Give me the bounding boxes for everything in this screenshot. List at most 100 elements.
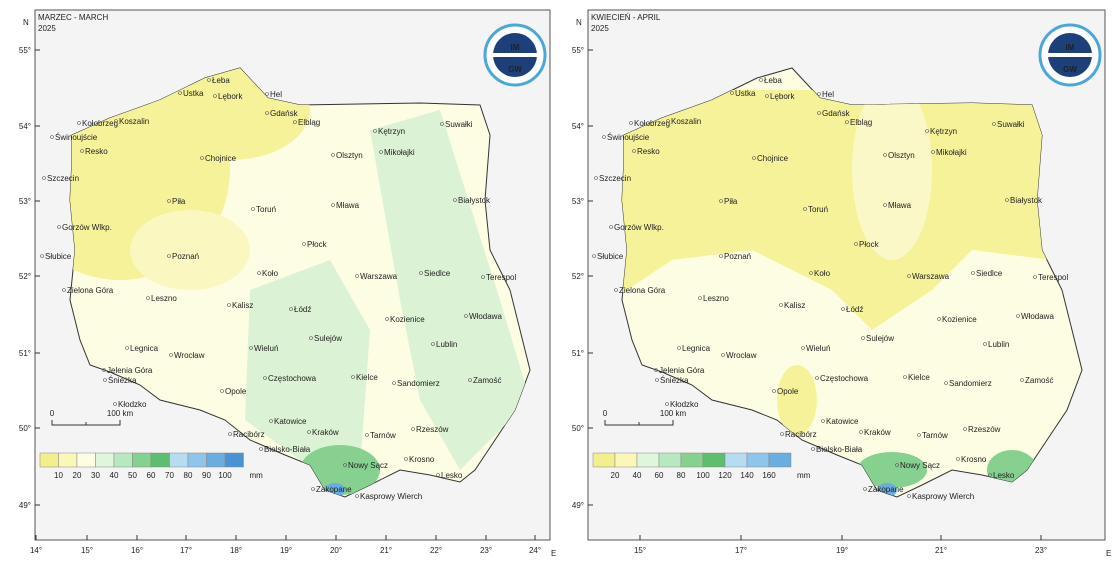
city-label: Gorzów Wlkp. bbox=[62, 223, 112, 232]
legend-label: 40 bbox=[110, 471, 119, 480]
city-marker bbox=[431, 342, 435, 346]
city-label: Zielona Góra bbox=[67, 286, 114, 295]
legend-label: 100 bbox=[218, 471, 232, 480]
lat-label: 55° bbox=[19, 46, 31, 55]
city-label: Tarnów bbox=[370, 431, 396, 440]
city-label: Poznań bbox=[172, 252, 199, 261]
city-label: Szczecin bbox=[47, 174, 79, 183]
city-label: Kielce bbox=[908, 373, 930, 382]
legend-swatch bbox=[702, 452, 726, 468]
city-marker bbox=[752, 156, 756, 160]
city-marker bbox=[440, 122, 444, 126]
city-label: Kłodzko bbox=[118, 400, 147, 409]
city-label: Warszawa bbox=[912, 272, 950, 281]
poland-map bbox=[69, 67, 531, 498]
city-marker bbox=[436, 473, 440, 477]
legend-swatch bbox=[95, 452, 115, 468]
city-marker bbox=[609, 225, 613, 229]
legend-swatch bbox=[169, 452, 189, 468]
city-marker bbox=[249, 346, 253, 350]
city-label: Kłodzko bbox=[670, 400, 699, 409]
city-label: Koszalin bbox=[119, 117, 149, 126]
city-marker bbox=[373, 129, 377, 133]
city-label: Mława bbox=[336, 201, 360, 210]
city-marker bbox=[80, 149, 84, 153]
city-label: Tarnów bbox=[922, 431, 948, 440]
city-marker bbox=[759, 78, 763, 82]
city-label: Lesko bbox=[993, 471, 1015, 480]
city-marker bbox=[114, 119, 118, 123]
city-marker bbox=[944, 381, 948, 385]
city-label: Ustka bbox=[735, 89, 756, 98]
logo-top: IM bbox=[1066, 43, 1075, 52]
legend-label: 120 bbox=[718, 471, 732, 480]
city-label: Hel bbox=[270, 90, 282, 99]
city-marker bbox=[859, 430, 863, 434]
city-marker bbox=[351, 375, 355, 379]
lat-label: 52° bbox=[572, 272, 584, 281]
city-label: Poznań bbox=[724, 252, 751, 261]
city-label: Sulejów bbox=[314, 334, 342, 343]
city-label: Łeba bbox=[764, 76, 782, 85]
logo-bottom: GW bbox=[508, 65, 522, 74]
city-marker bbox=[821, 419, 825, 423]
logo-band bbox=[1048, 53, 1092, 57]
scale-start: 0 bbox=[50, 409, 55, 418]
city-label: Gorzów Wlkp. bbox=[614, 223, 664, 232]
city-label: Wrocław bbox=[726, 351, 757, 360]
city-marker bbox=[62, 288, 66, 292]
legend-label: 140 bbox=[740, 471, 754, 480]
city-marker bbox=[883, 153, 887, 157]
legend-swatch bbox=[224, 452, 244, 468]
city-label: Opole bbox=[777, 387, 799, 396]
legend-unit: mm bbox=[250, 471, 264, 480]
city-marker bbox=[719, 254, 723, 258]
logo-bottom: GW bbox=[1063, 65, 1077, 74]
city-marker bbox=[265, 92, 269, 96]
city-marker bbox=[1033, 275, 1037, 279]
city-label: Jelenia Góra bbox=[107, 366, 153, 375]
city-marker bbox=[77, 121, 81, 125]
east-label: E bbox=[1106, 549, 1111, 558]
lon-label: 15° bbox=[634, 546, 646, 555]
city-label: Kasprowy Wierch bbox=[912, 492, 974, 501]
city-label: Gdańsk bbox=[270, 109, 299, 118]
lon-label: 19° bbox=[280, 546, 292, 555]
city-marker bbox=[592, 254, 596, 258]
legend-swatch bbox=[592, 452, 616, 468]
city-label: Elbląg bbox=[850, 118, 872, 127]
city-marker bbox=[677, 346, 681, 350]
city-marker bbox=[801, 346, 805, 350]
city-label: Resko bbox=[85, 147, 108, 156]
city-marker bbox=[817, 111, 821, 115]
city-marker bbox=[956, 457, 960, 461]
city-label: Siedlce bbox=[424, 269, 451, 278]
city-marker bbox=[481, 275, 485, 279]
city-marker bbox=[102, 368, 106, 372]
lon-label: 19° bbox=[836, 546, 848, 555]
city-marker bbox=[931, 150, 935, 154]
lat-label: 50° bbox=[572, 424, 584, 433]
city-marker bbox=[293, 120, 297, 124]
city-label: Zakopane bbox=[868, 485, 904, 494]
legend-label: 80 bbox=[677, 471, 686, 480]
city-label: Racibórz bbox=[785, 430, 817, 439]
city-marker bbox=[780, 432, 784, 436]
city-marker bbox=[654, 368, 658, 372]
city-marker bbox=[803, 207, 807, 211]
city-label: Nowy Sącz bbox=[900, 461, 940, 470]
city-label: Zakopane bbox=[316, 485, 352, 494]
city-marker bbox=[614, 288, 618, 292]
city-label: Warszawa bbox=[360, 272, 398, 281]
city-label: Racibórz bbox=[233, 430, 265, 439]
city-marker bbox=[665, 402, 669, 406]
legend-label: 100 bbox=[696, 471, 710, 480]
legend-swatch bbox=[768, 452, 792, 468]
legend-swatch bbox=[113, 452, 133, 468]
city-marker bbox=[146, 296, 150, 300]
city-label: Mława bbox=[888, 201, 912, 210]
city-label: Terespol bbox=[486, 273, 516, 282]
city-label: Gdańsk bbox=[822, 109, 851, 118]
city-label: Kozienice bbox=[942, 315, 977, 324]
city-label: Zielona Góra bbox=[619, 286, 666, 295]
